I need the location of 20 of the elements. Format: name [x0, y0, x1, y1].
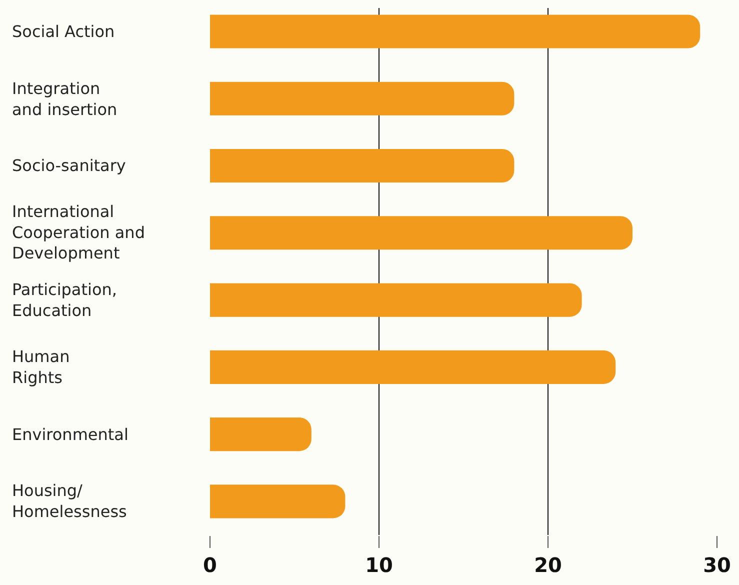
- y-tick-label: Social Action: [12, 22, 115, 41]
- bar: [210, 82, 514, 116]
- bar: [210, 216, 632, 250]
- y-tick-label: Environmental: [12, 425, 128, 444]
- bar: [210, 14, 700, 48]
- y-tick-label: Socio-sanitary: [12, 156, 126, 175]
- y-tick-label: Human Rights: [12, 347, 70, 387]
- y-tick-label: Participation, Education: [12, 280, 117, 320]
- x-tick-label: 20: [534, 553, 562, 577]
- bar: [210, 484, 346, 518]
- bar: [210, 418, 312, 452]
- x-tick-label: 0: [203, 553, 217, 577]
- y-tick-label: International Cooperation and Development: [12, 202, 145, 263]
- y-tick-label: Housing/ Homelessness: [12, 481, 127, 521]
- bar: [210, 350, 616, 384]
- x-tick-label: 10: [365, 553, 393, 577]
- x-tick-label: 30: [703, 553, 731, 577]
- bar: [210, 148, 514, 183]
- bar: [210, 283, 582, 317]
- y-tick-label: Integration and insertion: [12, 79, 118, 119]
